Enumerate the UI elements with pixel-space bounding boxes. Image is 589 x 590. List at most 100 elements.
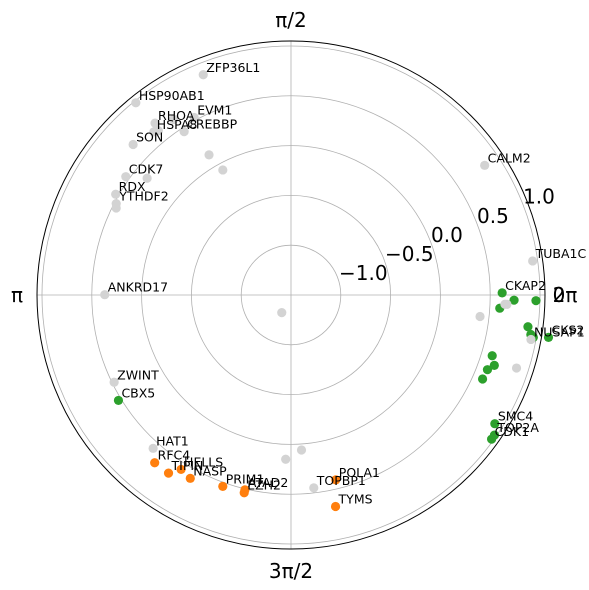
data-point: [163, 468, 174, 478]
point-label: TUBA1C: [535, 246, 587, 261]
data-point: [142, 173, 152, 183]
data-point: [198, 70, 208, 80]
point-label: ZFP36L1: [206, 60, 260, 75]
point-label: POLA1: [339, 465, 380, 480]
radial-tick-label: 1.0: [523, 185, 555, 209]
point-label: HELLS: [184, 454, 223, 469]
angular-tick-label: 0: [553, 283, 566, 307]
data-point: [509, 295, 519, 305]
data-point: [189, 112, 199, 123]
radial-gridline: [240, 244, 342, 346]
radial-tick-labels: −1.0−0.50.0 0.5 1.0: [339, 185, 555, 285]
radial-tick-label: −1.0: [339, 261, 388, 285]
point-label: CKS2: [552, 322, 585, 337]
radial-tick-label: −0.5: [385, 242, 434, 266]
radial-gridline: [91, 95, 491, 495]
radial-gridline: [41, 45, 541, 545]
data-point: [490, 419, 500, 429]
data-point: [511, 363, 522, 373]
point-label: HSPA8: [157, 117, 198, 132]
radial-tick-label: 0.0: [431, 223, 463, 247]
point-label: PRIM1: [226, 471, 265, 486]
point-label: YTHDF2: [118, 189, 168, 204]
point-label: RFC4: [158, 448, 191, 463]
data-point: [131, 98, 141, 108]
point-label: CDK7: [129, 162, 164, 177]
data-point: [526, 334, 536, 345]
data-point: [486, 434, 497, 444]
data-point: [179, 127, 189, 137]
data-point: [113, 395, 124, 406]
data-point: [281, 454, 291, 464]
data-point: [204, 150, 214, 160]
point-label: HAT1: [156, 433, 189, 448]
angular-tick-label: 3π/2: [269, 559, 313, 583]
point-label: ANKRD17: [108, 280, 168, 295]
data-point: [111, 189, 121, 199]
data-point: [528, 256, 538, 266]
data-point: [176, 464, 186, 475]
polar-grid: [36, 40, 546, 550]
point-label: ZWINT: [117, 367, 159, 382]
point-label: NASP: [193, 463, 227, 478]
data-point: [153, 126, 163, 136]
point-label: SON: [136, 129, 163, 144]
data-point: [497, 288, 507, 298]
data-point: [121, 172, 131, 182]
data-point: [128, 139, 138, 150]
point-label: CDK1: [495, 424, 530, 439]
data-point: [477, 374, 488, 384]
angular-tick-label: π: [11, 283, 23, 307]
point-label: CKAP2: [505, 278, 546, 293]
data-point: [296, 445, 307, 455]
data-point: [330, 501, 341, 512]
data-point: [500, 299, 510, 309]
data-point: [111, 203, 121, 213]
point-label: RDX: [119, 179, 146, 194]
point-label: TOPBP1: [316, 473, 366, 488]
radial-gridline: [141, 145, 441, 445]
data-point: [218, 165, 228, 175]
point-label: CREBBP: [187, 117, 237, 132]
data-point: [309, 483, 319, 493]
radial-tick-label: 0.5: [477, 204, 509, 228]
point-label: SMC4: [498, 409, 533, 424]
point-label: RHOA: [158, 108, 195, 123]
polar-frame: [36, 40, 546, 550]
data-point: [480, 160, 490, 170]
data-point: [489, 360, 499, 370]
data-point: [169, 114, 179, 125]
angular-tick-label: π/2: [275, 8, 307, 32]
radial-gridline: [190, 194, 392, 396]
point-label: TYMS: [338, 492, 373, 507]
point-label: TOP2A: [496, 420, 539, 435]
data-point: [277, 308, 287, 318]
data-point: [487, 351, 497, 361]
data-point: [239, 488, 249, 498]
data-point: [218, 481, 228, 492]
data-point: [185, 473, 195, 483]
data-point: [109, 377, 119, 387]
data-point: [482, 365, 493, 375]
data-point: [331, 475, 341, 485]
point-label: ATAD2: [248, 475, 288, 490]
angular-tick-labels: 02π π/2 π 3π/2: [11, 8, 577, 583]
data-point: [475, 311, 485, 322]
point-label: EVM1: [197, 102, 232, 117]
data-point: [150, 458, 160, 468]
angular-tick-label: 2π: [553, 283, 578, 307]
point-label: CBX5: [121, 385, 155, 400]
point-label: EZH2: [247, 478, 281, 493]
point-label: TIPIN: [171, 458, 204, 473]
point-label: CALM2: [488, 150, 531, 165]
data-point: [531, 296, 541, 306]
data-point: [100, 290, 110, 300]
data-point: [150, 118, 160, 128]
data-point: [523, 322, 533, 332]
point-label: NUSAP1: [534, 324, 585, 339]
data-point: [148, 443, 158, 453]
data-points: [100, 70, 554, 512]
data-point: [543, 332, 554, 342]
